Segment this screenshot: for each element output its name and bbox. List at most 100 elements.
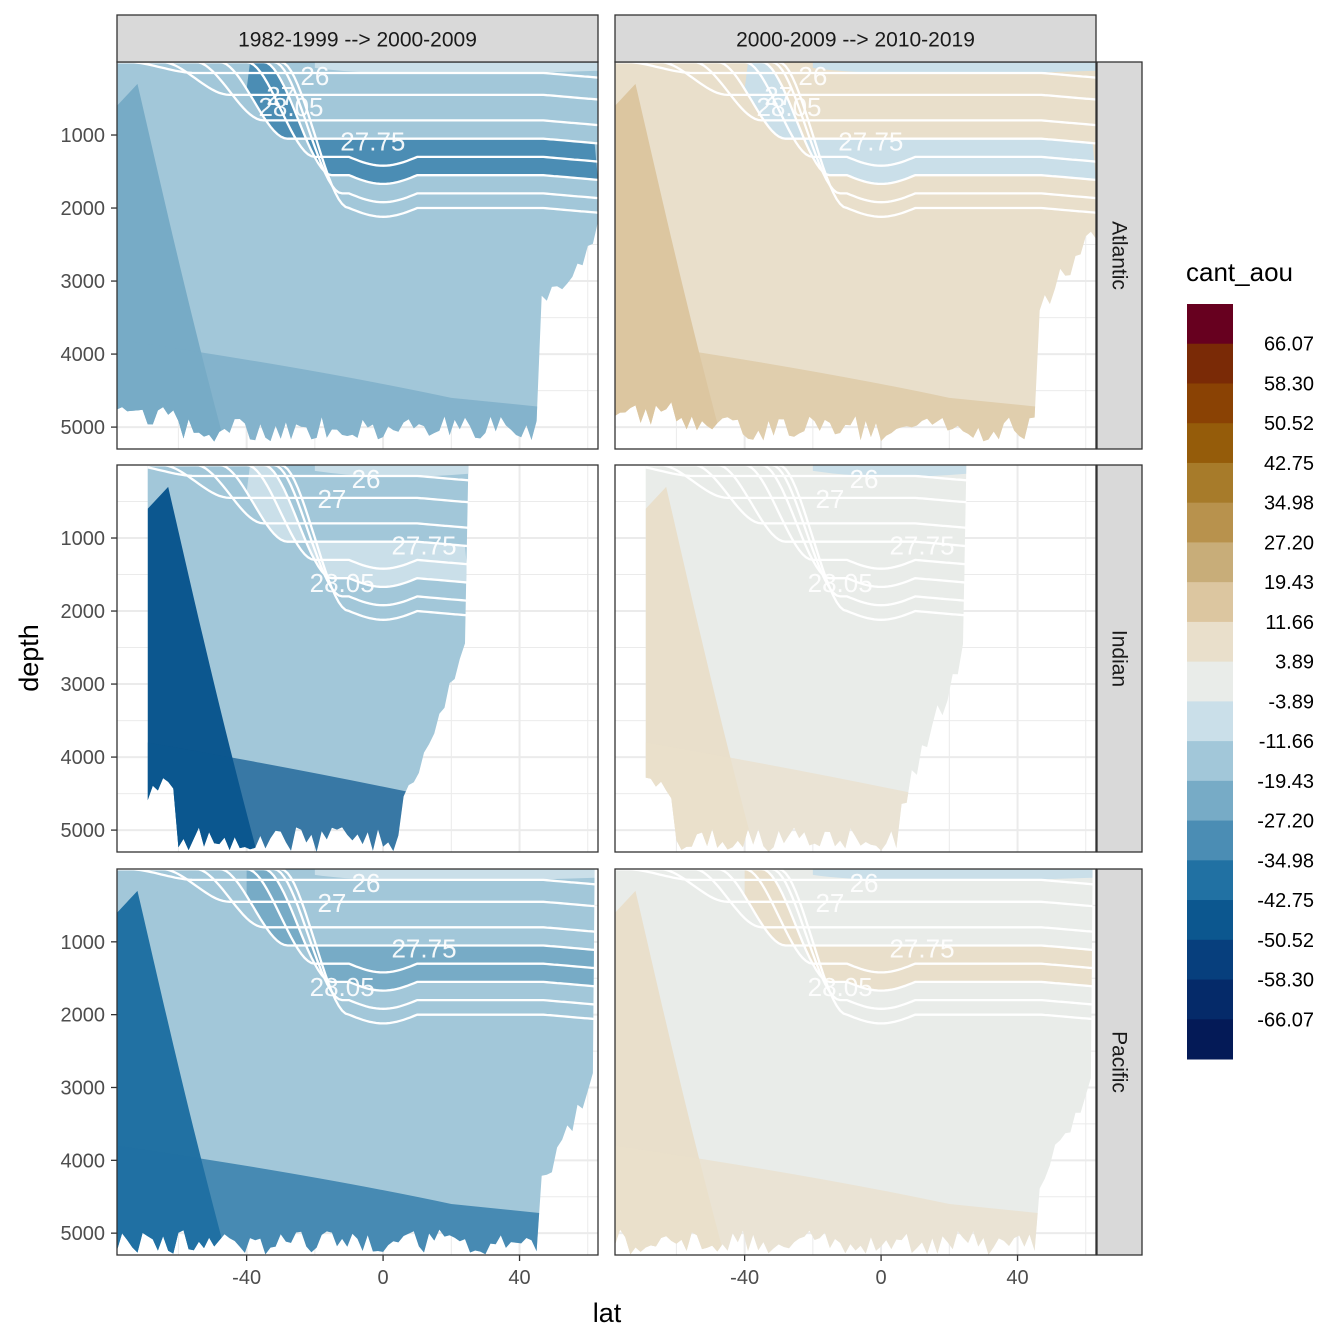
legend-swatch xyxy=(1187,582,1233,623)
isopycnal-label: 26 xyxy=(850,868,879,898)
isopycnal-line xyxy=(615,869,1093,1025)
contour-fill xyxy=(615,869,1093,1255)
isopycnal-label: 28.05 xyxy=(258,92,323,122)
y-tick-label: 1000 xyxy=(61,528,106,550)
isopycnal-line xyxy=(615,869,1093,1010)
surface-class-fill xyxy=(812,62,1096,74)
surface-class-fill xyxy=(314,869,595,881)
legend-label: 50.52 xyxy=(1264,413,1314,435)
isopycnal-label: 27.75 xyxy=(838,127,903,157)
legend-swatch xyxy=(1187,1019,1233,1060)
row-strip-indian: Indian xyxy=(1096,464,1143,853)
isopycnal-label: 27 xyxy=(764,81,793,111)
legend-label: 27.20 xyxy=(1264,532,1314,554)
bottom-water-class-fill xyxy=(645,742,967,852)
legend-swatch xyxy=(1187,462,1233,504)
thermocline-class-fill xyxy=(246,869,595,991)
y-axis-title: depth xyxy=(14,624,44,692)
legend-label: -19.43 xyxy=(1257,771,1314,793)
column-strip-2: 2000-2009 --> 2010-2019 xyxy=(614,14,1097,63)
row-strip-label: Indian xyxy=(1108,630,1131,687)
x-tick-label: 40 xyxy=(508,1267,530,1289)
legend-label: -58.30 xyxy=(1257,970,1314,992)
bottom-water-class-fill xyxy=(147,742,469,852)
legend-label: -11.66 xyxy=(1259,731,1314,753)
y-tick-label: 2000 xyxy=(61,601,106,623)
isopycnal-line xyxy=(147,466,469,482)
isopycnal-line xyxy=(117,62,598,79)
y-tick-label: 4000 xyxy=(61,747,106,769)
row-strip-pacific: Pacific xyxy=(1096,868,1143,1256)
isopycnal-line xyxy=(645,465,967,589)
thermocline-class-fill xyxy=(246,465,469,587)
legend-title: cant_aou xyxy=(1186,257,1293,287)
isopycnal-line xyxy=(645,465,967,607)
legend-label: -42.75 xyxy=(1257,890,1314,912)
isopycnal-line xyxy=(615,62,1096,167)
thermocline-class-fill xyxy=(744,62,1096,184)
legend-swatch xyxy=(1187,383,1233,424)
legend-swatch xyxy=(1187,979,1233,1020)
bottom-water-class-fill xyxy=(117,1145,595,1255)
legend-swatch xyxy=(1187,939,1233,981)
isopycnal-label: 27.75 xyxy=(340,127,405,157)
isopycnal-label: 26 xyxy=(798,61,827,91)
contour-fill xyxy=(117,869,595,1255)
isopycnal-line xyxy=(645,465,967,504)
y-tick-label: 2000 xyxy=(61,1005,106,1027)
legend-label: -50.52 xyxy=(1257,930,1314,952)
legend-label: 66.07 xyxy=(1264,334,1314,356)
isopycnal-line xyxy=(615,62,1096,204)
x-tick-label: 40 xyxy=(1006,1267,1028,1289)
isopycnal-line xyxy=(117,62,598,186)
isopycnal-line xyxy=(615,869,1093,908)
isopycnal-line xyxy=(147,465,469,607)
isopycnal-line xyxy=(645,465,967,570)
bottom-water-class-fill xyxy=(615,1145,1093,1255)
isopycnal-line xyxy=(117,869,595,1025)
legend-swatch xyxy=(1187,820,1233,861)
isopycnal-line xyxy=(615,62,1096,218)
legend-swatch xyxy=(1187,304,1233,345)
legend-label: 11.66 xyxy=(1265,612,1314,634)
isopycnal-line xyxy=(117,62,598,204)
legend-swatch xyxy=(1187,701,1233,742)
isopycnal-line xyxy=(615,869,1093,951)
legend-label: 42.75 xyxy=(1264,453,1314,475)
legend-swatch xyxy=(1187,741,1233,782)
panel-border xyxy=(116,868,599,1256)
isopycnal-line xyxy=(147,465,469,621)
isopycnal-line xyxy=(615,62,1096,145)
isopycnal-label: 27.75 xyxy=(391,530,456,560)
isopycnal-line xyxy=(117,869,595,1010)
legend-swatch xyxy=(1187,661,1233,702)
isopycnal-line xyxy=(147,465,469,570)
y-tick-label: 5000 xyxy=(61,820,106,842)
y-tick-label: 3000 xyxy=(61,674,106,696)
isopycnal-line xyxy=(645,465,967,621)
isopycnal-label: 27.75 xyxy=(889,933,954,963)
isopycnal-line xyxy=(645,466,967,482)
isopycnal-line xyxy=(615,62,1096,79)
isopycnal-line xyxy=(117,62,598,218)
surface-class-fill xyxy=(314,465,469,477)
isopycnal-line xyxy=(615,62,1096,186)
y-tick-label: 5000 xyxy=(61,417,106,439)
legend-label: 58.30 xyxy=(1264,373,1314,395)
y-tick-label: 1000 xyxy=(61,125,106,147)
isopycnal-line xyxy=(147,465,469,589)
isopycnal-line xyxy=(615,869,1093,992)
isopycnal-line xyxy=(645,465,967,529)
legend-swatch xyxy=(1187,621,1233,663)
isopycnal-label: 27.75 xyxy=(889,530,954,560)
y-tick-label: 3000 xyxy=(61,271,106,293)
x-tick-label: -40 xyxy=(232,1267,261,1289)
